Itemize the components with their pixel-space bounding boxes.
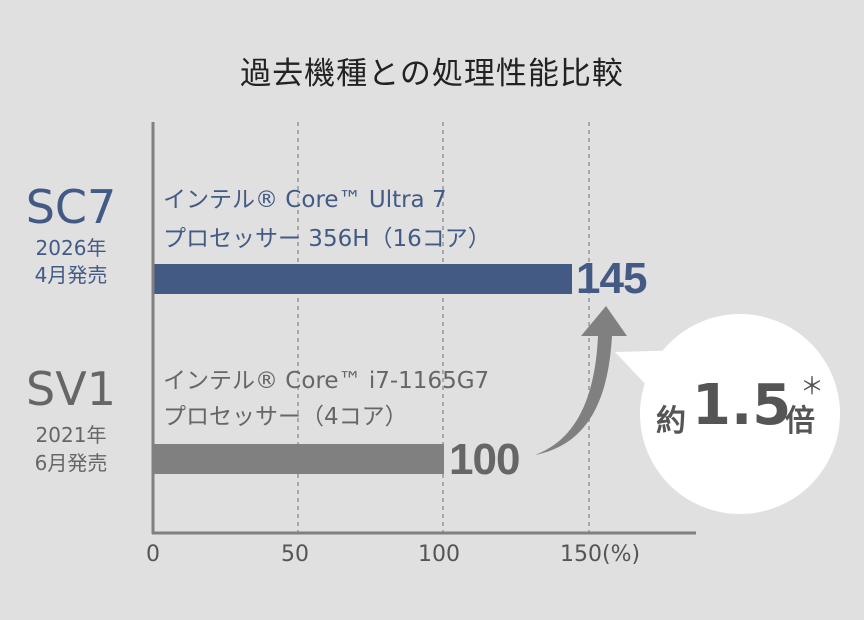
callout-number: 1.5 xyxy=(692,373,792,438)
sc7-year: 2026年 xyxy=(35,236,107,260)
callout-suffix: 倍 xyxy=(785,404,815,439)
sv1-value: 100 xyxy=(449,435,520,484)
sc7-processor-line2: プロセッサー 356H（16コア） xyxy=(163,226,491,252)
x-tick-150: 150 xyxy=(560,542,602,567)
sc7-release: 4月発売 xyxy=(34,263,108,287)
chart-title: 過去機種との処理性能比較 xyxy=(240,56,624,92)
x-tick-100: 100 xyxy=(418,542,460,567)
sv1-release: 6月発売 xyxy=(34,451,108,475)
x-axis-unit: (%) xyxy=(602,542,641,567)
sv1-processor-line1: インテル® Core™ i7-1165G7 xyxy=(163,368,490,394)
sv1-processor-line2: プロセッサー（4コア） xyxy=(163,404,408,430)
sv1-year: 2021年 xyxy=(35,423,107,447)
bar-sv1 xyxy=(153,444,444,474)
callout-prefix: 約 xyxy=(656,404,686,439)
bar-sc7 xyxy=(153,264,572,294)
callout-footnote-mark: ＊ xyxy=(800,372,824,400)
sc7-label: SC7 xyxy=(25,180,117,234)
increase-arrow-icon xyxy=(535,306,627,455)
x-tick-0: 0 xyxy=(146,542,160,567)
sc7-processor-line1: インテル® Core™ Ultra 7 xyxy=(163,187,447,213)
x-tick-50: 50 xyxy=(281,542,309,567)
speech-bubble xyxy=(640,314,840,514)
sv1-label: SV1 xyxy=(26,362,116,416)
sc7-value: 145 xyxy=(576,254,647,303)
